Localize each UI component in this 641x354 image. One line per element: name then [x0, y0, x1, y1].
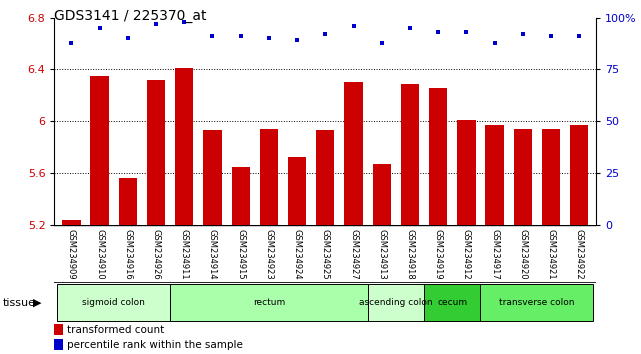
Text: GSM234926: GSM234926 — [151, 229, 160, 280]
Text: GSM234913: GSM234913 — [378, 229, 387, 280]
Point — [574, 34, 585, 39]
Text: GSM234909: GSM234909 — [67, 229, 76, 280]
Bar — [570, 125, 588, 225]
Text: transformed count: transformed count — [67, 325, 165, 335]
Bar — [170, 284, 368, 321]
Text: GSM234912: GSM234912 — [462, 229, 471, 280]
Bar — [542, 129, 560, 225]
Bar — [481, 284, 594, 321]
Text: GSM234922: GSM234922 — [575, 229, 584, 280]
Bar — [175, 68, 194, 225]
Text: GSM234918: GSM234918 — [406, 229, 415, 280]
Bar — [90, 76, 109, 225]
Point — [377, 40, 387, 45]
Bar — [62, 219, 81, 225]
Text: GSM234911: GSM234911 — [179, 229, 188, 280]
Bar — [316, 130, 335, 225]
Text: GSM234920: GSM234920 — [519, 229, 528, 280]
Point — [66, 40, 76, 45]
Point — [405, 25, 415, 31]
Text: percentile rank within the sample: percentile rank within the sample — [67, 339, 244, 349]
Text: GSM234923: GSM234923 — [264, 229, 273, 280]
Bar — [401, 84, 419, 225]
Text: GSM234921: GSM234921 — [547, 229, 556, 280]
Point — [320, 32, 331, 37]
Point — [490, 40, 500, 45]
Bar — [485, 125, 504, 225]
Bar — [288, 158, 306, 225]
Point — [122, 35, 133, 41]
Point — [349, 23, 359, 29]
Bar — [457, 120, 476, 225]
Bar — [429, 87, 447, 225]
Text: tissue: tissue — [3, 298, 36, 308]
Text: GSM234919: GSM234919 — [434, 229, 443, 280]
Point — [292, 38, 302, 43]
Text: GSM234910: GSM234910 — [95, 229, 104, 280]
Bar — [54, 324, 63, 335]
Text: sigmoid colon: sigmoid colon — [82, 298, 145, 307]
Text: cecum: cecum — [437, 298, 467, 307]
Bar — [368, 284, 424, 321]
Point — [151, 21, 161, 27]
Bar — [513, 129, 532, 225]
Text: GSM234916: GSM234916 — [123, 229, 132, 280]
Text: GSM234925: GSM234925 — [320, 229, 330, 280]
Bar — [372, 164, 391, 225]
Point — [179, 19, 189, 25]
Point — [235, 34, 246, 39]
Bar — [424, 284, 481, 321]
Bar — [203, 130, 222, 225]
Point — [433, 29, 444, 35]
Bar — [147, 80, 165, 225]
Text: GSM234917: GSM234917 — [490, 229, 499, 280]
Point — [518, 32, 528, 37]
Text: ▶: ▶ — [33, 298, 42, 308]
Text: GSM234924: GSM234924 — [292, 229, 302, 280]
Bar — [344, 82, 363, 225]
Text: GSM234915: GSM234915 — [236, 229, 245, 280]
Point — [94, 25, 104, 31]
Bar — [231, 166, 250, 225]
Bar — [54, 339, 63, 350]
Point — [263, 35, 274, 41]
Text: GSM234914: GSM234914 — [208, 229, 217, 280]
Text: transverse colon: transverse colon — [499, 298, 574, 307]
Bar — [260, 129, 278, 225]
Text: GSM234927: GSM234927 — [349, 229, 358, 280]
Point — [546, 34, 556, 39]
Bar — [57, 284, 170, 321]
Bar — [119, 178, 137, 225]
Point — [207, 34, 217, 39]
Text: rectum: rectum — [253, 298, 285, 307]
Point — [462, 29, 472, 35]
Text: GDS3141 / 225370_at: GDS3141 / 225370_at — [54, 9, 207, 23]
Text: ascending colon: ascending colon — [359, 298, 433, 307]
